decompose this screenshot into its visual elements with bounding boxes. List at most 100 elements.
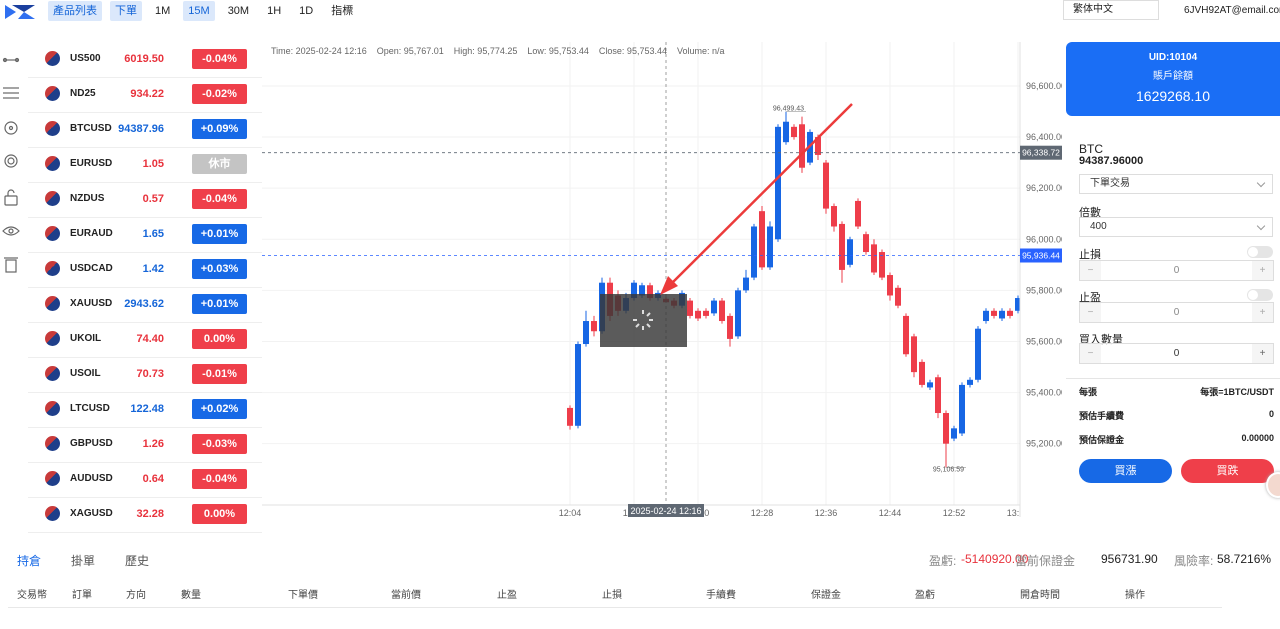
x-tick-label: 12:44 bbox=[879, 508, 902, 518]
risk: 58.7216% bbox=[1217, 552, 1272, 566]
candle-body bbox=[799, 124, 805, 168]
take-profit-toggle[interactable] bbox=[1247, 289, 1273, 301]
change-badge: +0.01% bbox=[192, 294, 247, 314]
ohlc-info: Time: 2025-02-24 12:16 Open: 95,767.01 Hig… bbox=[271, 46, 725, 56]
order-type-select[interactable]: 下單交易 bbox=[1079, 174, 1273, 194]
candle-body bbox=[927, 382, 933, 388]
nav-item[interactable]: 下單 bbox=[110, 1, 142, 21]
symbol-name: XAGUSD bbox=[70, 508, 113, 519]
symbol-row[interactable]: UKOIL 74.40 0.00% bbox=[28, 322, 262, 358]
tool-trash[interactable] bbox=[4, 257, 18, 273]
order-type: 下單交易 bbox=[1090, 178, 1130, 189]
symbol-row[interactable]: LTCUSD 122.48 +0.02% bbox=[28, 392, 262, 428]
divider bbox=[1066, 378, 1280, 379]
stop-loss-input[interactable]: −0 + bbox=[1079, 260, 1274, 281]
symbol-name: EURUSD bbox=[70, 158, 113, 169]
nav-item[interactable]: 1D bbox=[299, 5, 314, 17]
symbol-row[interactable]: GBPUSD 1.26 -0.03% bbox=[28, 427, 262, 463]
candle-body bbox=[911, 336, 917, 373]
symbol-row[interactable]: ND25 934.22 -0.02% bbox=[28, 77, 262, 113]
stop-loss-label: 止損 bbox=[1079, 249, 1101, 261]
logo[interactable] bbox=[4, 3, 36, 21]
column-header: 下單價 bbox=[288, 590, 318, 601]
symbol-price: 6019.50 bbox=[124, 53, 164, 65]
column-header: 止損 bbox=[602, 590, 622, 601]
nav-item[interactable]: 1M bbox=[155, 5, 171, 17]
tool-circle[interactable] bbox=[4, 121, 18, 135]
tool-hlines[interactable] bbox=[3, 87, 19, 99]
tool-eye[interactable] bbox=[2, 226, 20, 236]
candle-body bbox=[895, 287, 901, 306]
symbol-row[interactable]: USOIL 70.73 -0.01% bbox=[28, 357, 262, 393]
annotation: 96,499.43 bbox=[773, 106, 804, 113]
leverage: 400 bbox=[1090, 221, 1107, 232]
candle-body bbox=[783, 121, 789, 143]
symbol-row[interactable]: EURAUD 1.65 +0.01% bbox=[28, 217, 262, 253]
tool-target[interactable] bbox=[4, 154, 18, 168]
flag-icon bbox=[45, 86, 60, 101]
quantity: 0 bbox=[1173, 348, 1180, 359]
sell-button[interactable]: 買跌 bbox=[1181, 459, 1274, 483]
stop-loss-toggle[interactable] bbox=[1247, 246, 1273, 258]
column-header: 開倉時間 bbox=[1020, 590, 1060, 601]
tab[interactable]: 掛單 bbox=[71, 554, 96, 568]
change-badge: 0.00% bbox=[192, 329, 247, 349]
nav-item[interactable]: 30M bbox=[227, 5, 250, 17]
quantity-input[interactable]: −0 + bbox=[1079, 343, 1274, 364]
nav-item[interactable]: 指標 bbox=[331, 5, 354, 17]
red-arrow bbox=[660, 103, 853, 295]
symbol-price: 0.57 bbox=[142, 193, 164, 205]
change-badge: -0.01% bbox=[192, 364, 247, 384]
price-tag bbox=[1020, 145, 1062, 160]
fee-value: 每張=1BTC/USDT bbox=[1200, 387, 1274, 397]
crosshair-label: 2025-02-24 12:16 bbox=[630, 506, 701, 516]
tab[interactable]: 持倉 bbox=[17, 554, 42, 568]
fee-value: 0 bbox=[1268, 409, 1274, 419]
buy-button[interactable]: 買漲 bbox=[1079, 459, 1172, 483]
change-badge: -0.04% bbox=[192, 49, 247, 69]
candle-body bbox=[695, 310, 701, 319]
symbol-price: 122.48 bbox=[130, 403, 164, 415]
tab[interactable]: 歷史 bbox=[125, 554, 150, 568]
take-profit-input[interactable]: −0 + bbox=[1079, 302, 1274, 323]
tool-icons bbox=[2, 57, 20, 273]
symbol-row[interactable]: XAGUSD 32.28 0.00% bbox=[28, 497, 262, 533]
candle-body bbox=[943, 413, 949, 444]
y-tick-label: 96,600.00 bbox=[1026, 81, 1062, 91]
nav-item[interactable]: 15M bbox=[183, 1, 215, 21]
symbol-row[interactable]: NZDUS 0.57 -0.04% bbox=[28, 182, 262, 218]
flag-icon bbox=[45, 471, 60, 486]
symbol-row[interactable]: AUDUSD 0.64 -0.04% bbox=[28, 462, 262, 498]
change-badge: 休市 bbox=[192, 154, 247, 174]
symbol-price: 0.64 bbox=[142, 473, 164, 485]
tool-lock[interactable] bbox=[4, 189, 18, 206]
nav-item[interactable]: 1H bbox=[267, 5, 282, 17]
symbol-name: USOIL bbox=[70, 368, 101, 379]
candle-body bbox=[951, 428, 957, 439]
tool-line[interactable] bbox=[2, 57, 20, 63]
symbol-row[interactable]: USDCAD 1.42 +0.03% bbox=[28, 252, 262, 288]
symbol-row[interactable]: XAUUSD 2943.62 +0.01% bbox=[28, 287, 262, 323]
candle-body bbox=[959, 384, 965, 434]
symbol-price: 1.65 bbox=[142, 228, 164, 240]
language-select[interactable]: 繁体中文 bbox=[1063, 0, 1159, 20]
leverage-select[interactable]: 400 bbox=[1079, 217, 1273, 237]
flag-icon bbox=[45, 366, 60, 381]
candle-body bbox=[687, 300, 693, 316]
language: 繁体中文 bbox=[1073, 4, 1113, 15]
symbol-row[interactable]: BTCUSD 94387.96 +0.09% bbox=[28, 112, 262, 148]
header-divider bbox=[8, 607, 1222, 608]
avatar[interactable] bbox=[1266, 472, 1280, 498]
candle-body bbox=[999, 310, 1005, 319]
change-badge: 0.00% bbox=[192, 504, 247, 524]
candle-body bbox=[711, 300, 717, 314]
candle-body bbox=[975, 328, 981, 380]
x-tick-label: 12:36 bbox=[815, 508, 838, 518]
symbol-row[interactable]: EURUSD 1.05 休市 bbox=[28, 147, 262, 183]
nav-item[interactable]: 產品列表 bbox=[48, 1, 102, 21]
price-tag bbox=[1020, 248, 1062, 263]
flag-icon bbox=[45, 506, 60, 521]
symbol-row[interactable]: US500 6019.50 -0.04% bbox=[28, 42, 262, 78]
candle-body bbox=[983, 310, 989, 322]
margin: 956731.90 bbox=[1101, 552, 1158, 566]
